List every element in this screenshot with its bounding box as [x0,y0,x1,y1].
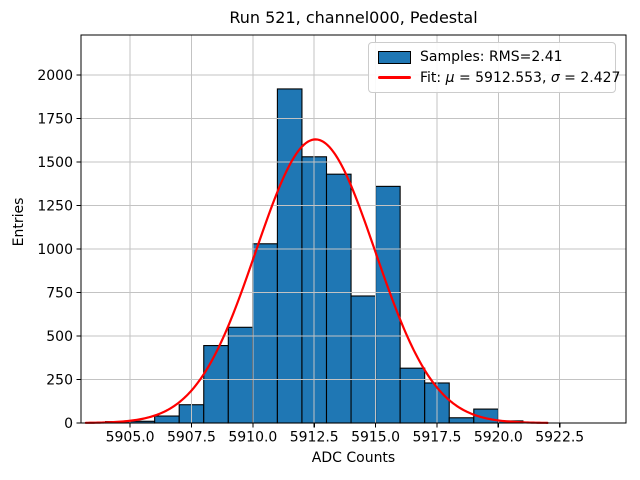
y-tick-label: 0 [64,416,73,432]
y-tick-label: 1750 [37,112,73,128]
x-tick-label: 5905.0 [106,430,155,446]
histogram-bar [375,185,401,424]
chart-title: Run 521, channel000, Pedestal [229,8,478,27]
fit-curve [84,138,549,424]
x-tick-label: 5917.5 [412,430,461,446]
y-tick-label: 1000 [37,242,73,258]
histogram-bar [448,417,475,424]
histogram-bar [154,415,180,424]
y-tick-label: 1500 [37,155,73,171]
legend-samples-label: Samples: RMS=2.41 [420,49,563,66]
fit-line-swatch-icon [378,76,411,80]
axes-frame [80,34,627,424]
histogram-bar [227,326,254,424]
legend-fit-label: Fit: μ = 5912.553, σ = 2.427 [420,69,621,86]
x-tick-label: 5920.0 [474,430,523,446]
x-tick-label: 5912.5 [290,430,339,446]
histogram-bar [399,367,426,424]
histogram-bar [325,173,352,424]
x-tick-label: 5922.5 [535,430,584,446]
histogram-bar [276,88,303,424]
histogram-bar [252,243,278,424]
legend-entry-fit: Fit: μ = 5912.553, σ = 2.427 [378,70,620,86]
histogram-bar [350,295,377,424]
x-tick-label: 5910.0 [228,430,277,446]
y-tick-label: 750 [46,286,73,302]
y-tick-label: 500 [46,329,73,345]
x-tick-label: 5915.0 [351,430,400,446]
samples-swatch-icon [378,50,411,64]
histogram-bar [203,345,229,424]
y-tick-label: 1250 [37,199,73,215]
x-axis-label: ADC Counts [311,450,396,466]
y-axis-label: Entries [11,197,27,247]
legend-entry-samples: Samples: RMS=2.41 [378,49,606,65]
y-tick-label: 250 [46,373,73,389]
x-tick-label: 5907.5 [167,430,216,446]
legend: Samples: RMS=2.41 Fit: μ = 5912.553, σ =… [368,42,620,93]
y-tick-label: 2000 [37,68,73,84]
